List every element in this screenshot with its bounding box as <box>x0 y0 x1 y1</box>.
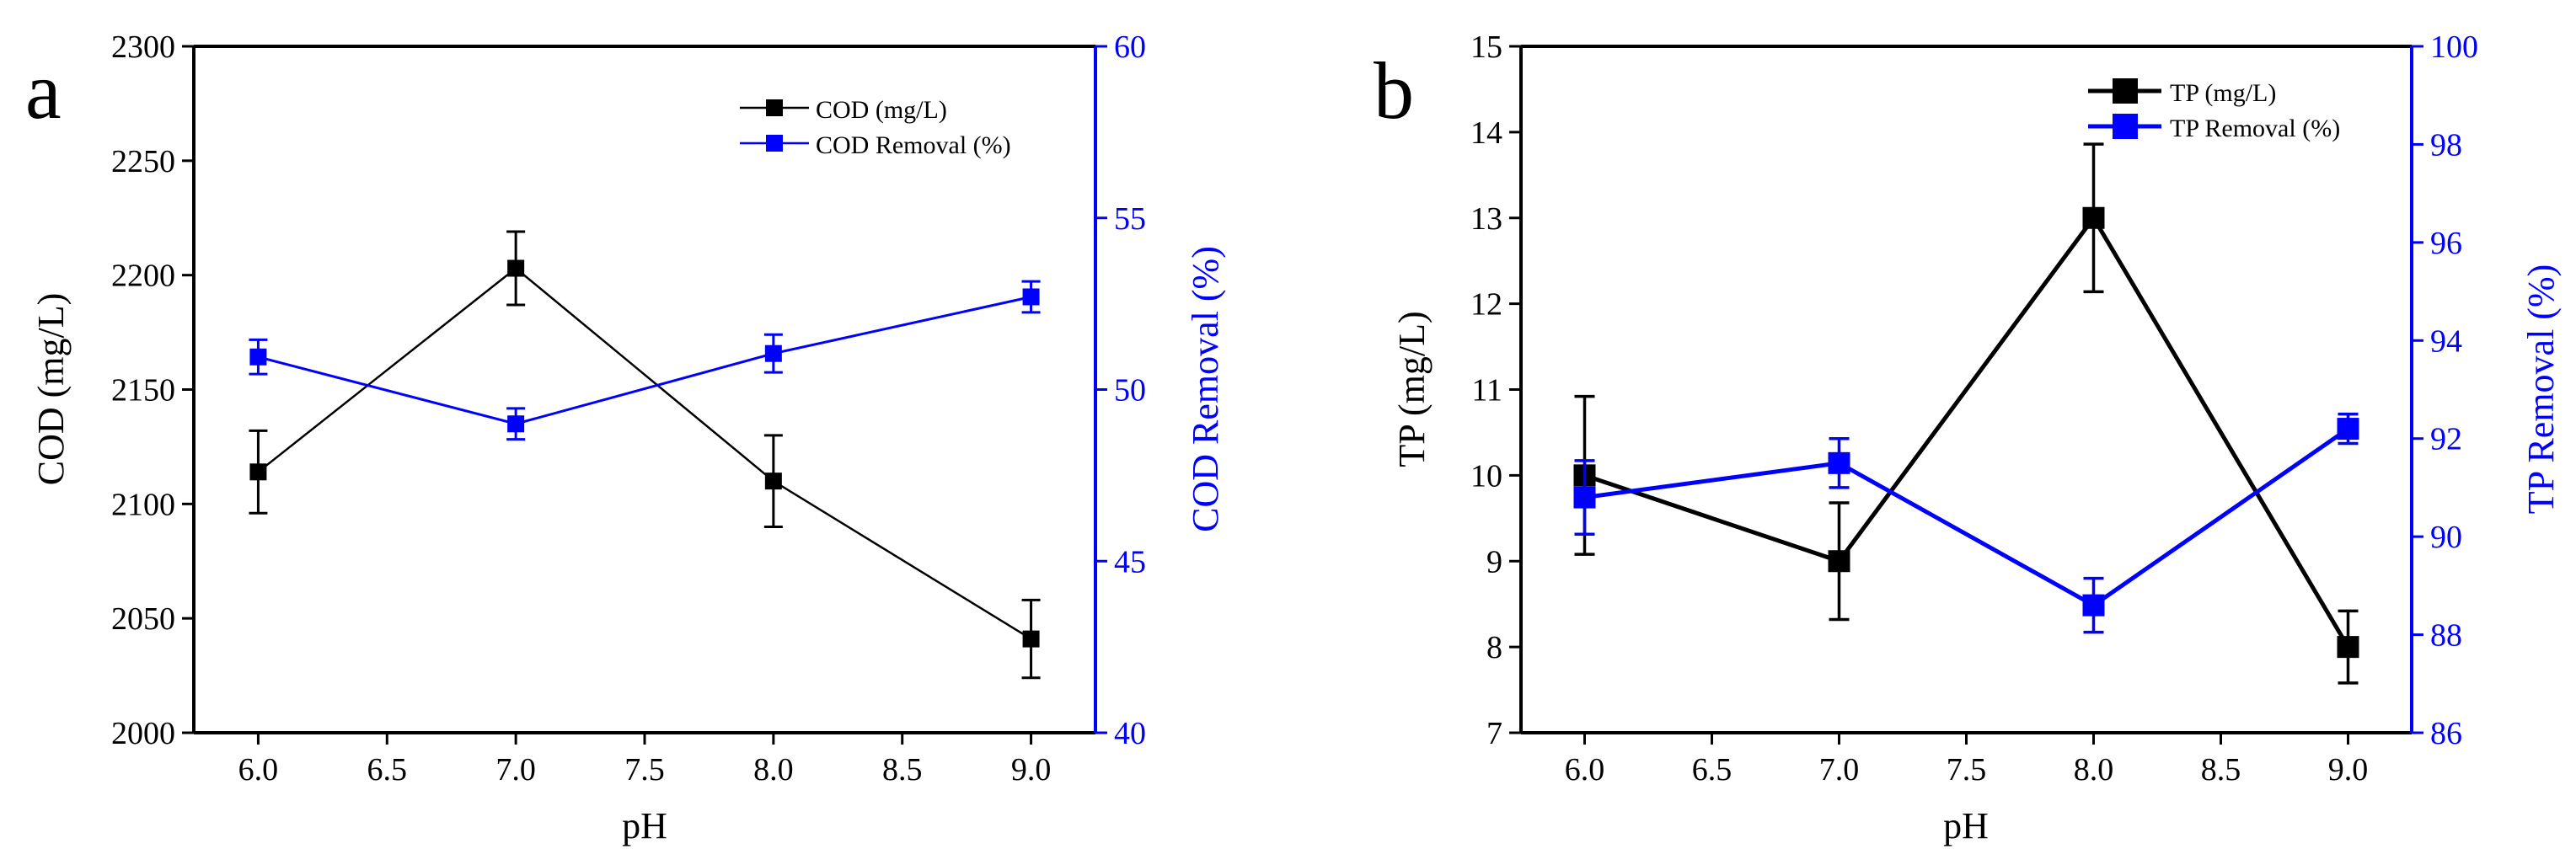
panel-b-series-primary-point <box>2337 636 2359 659</box>
panel-a-x-axis-label: pH <box>622 805 667 846</box>
panel-b-y-left-tick-label: 7 <box>1486 716 1502 751</box>
panel-b-series-removal-line <box>1584 427 2349 608</box>
panel-a-label: a <box>25 45 62 136</box>
panel-b-y-right-tick-label: 92 <box>2430 422 2462 457</box>
panel-b-y-right-label: TP Removal (%) <box>2520 264 2562 515</box>
panel-b-y-right-tick-label: 98 <box>2430 127 2462 163</box>
panel-b-series-primary-line <box>1583 214 2350 649</box>
panel-a-y-right-tick-label: 45 <box>1114 544 1146 579</box>
panel-b-legend: TP (mg/L) TP Removal (%) <box>2088 78 2340 142</box>
panel-a-x-tick-label: 8.0 <box>753 752 794 788</box>
panel-b-y-left-tick-label: 10 <box>1470 458 1502 494</box>
panel-b-y-right-tick-label: 100 <box>2430 29 2478 65</box>
panel-b-label: b <box>1374 45 1414 136</box>
panel-a-x-tick-label: 9.0 <box>1011 752 1052 788</box>
panel-a-series-primary-point <box>764 473 782 490</box>
panel-b-series-primary-point <box>1828 550 1850 573</box>
panel-a-x-tick-label: 7.5 <box>624 752 665 788</box>
panel-a-x-tick-label: 6.5 <box>367 752 408 788</box>
panel-a-x-tick-label: 8.5 <box>882 752 923 788</box>
panel-b-x-tick-label: 8.5 <box>2201 752 2241 788</box>
panel-b-y-left-tick-label: 15 <box>1470 29 1502 65</box>
panel-b-series-removal-point <box>2337 418 2359 441</box>
panel-b-y-left-tick-label: 14 <box>1470 115 1502 151</box>
panel-b-y-right-tick-label: 88 <box>2430 618 2462 654</box>
panel-b-y-right-tick-label: 94 <box>2430 323 2462 359</box>
panel-a-y-left-label: COD (mg/L) <box>30 293 72 486</box>
panel-a-plot: 6.0 6.5 7.0 7.5 8.0 8.5 9.0 2000 2050 2100 2150 220… <box>111 29 1146 788</box>
panel-a-y-right-tick-label: 55 <box>1114 201 1146 237</box>
panel-b-y-left-tick-label: 11 <box>1471 373 1502 408</box>
panel-a-y-right-tick-label: 60 <box>1114 29 1146 65</box>
panel-b-x-axis-label: pH <box>1943 805 1989 846</box>
panel-b-x-tick-label: 7.5 <box>1947 752 1987 788</box>
panel-b-x-tick-label: 8.0 <box>2074 752 2114 788</box>
panel-b-x-tick-label: 6.5 <box>1692 752 1733 788</box>
panel-a-legend-cod-removal: COD Removal (%) <box>816 131 1011 159</box>
panel-a-legend: COD (mg/L) COD Removal (%) <box>740 96 1011 159</box>
panel-a-series-removal-line <box>258 296 1031 425</box>
panel-b-legend-tp: TP (mg/L) <box>2170 79 2276 107</box>
panel-b: b 6.0 6.5 7.0 7.5 8.0 8.5 9.0 7 8 9 10 11 12 13 14 15 86… <box>1374 29 2562 846</box>
panel-a-series-primary-point <box>249 463 267 481</box>
panel-a-y-left-tick-label: 2200 <box>111 259 175 294</box>
panel-b-y-left-tick-label: 8 <box>1486 630 1502 665</box>
panel-b-plot: 6.0 6.5 7.0 7.5 8.0 8.5 9.0 7 8 9 10 11 12 13 14 15 86 88… <box>1470 29 2478 788</box>
panel-a-series-removal-point <box>1022 288 1040 306</box>
panel-a-series-removal-point <box>764 344 782 362</box>
panel-b-series-removal-point <box>2082 594 2105 617</box>
panel-b-y-left-tick-label: 9 <box>1486 544 1502 579</box>
panel-a-y-left-tick-label: 2150 <box>111 373 175 408</box>
panel-b-y-right-tick-label: 96 <box>2430 226 2462 261</box>
panel-a-y-left-tick-label: 2100 <box>111 487 175 522</box>
panel-b-series-removal-point <box>1828 451 1850 474</box>
panel-b-legend-tp-removal: TP Removal (%) <box>2170 115 2340 142</box>
panel-a-y-right-tick-label: 40 <box>1114 716 1146 751</box>
panel-b-x-tick-label: 6.0 <box>1565 752 1605 788</box>
panel-b-y-left-tick-label: 13 <box>1470 201 1502 237</box>
panel-a-series-primary-point <box>507 259 525 277</box>
panel-a-series-primary-line <box>257 266 1032 640</box>
panel-a-y-right-label: COD Removal (%) <box>1185 246 1226 532</box>
panel-a-y-left-tick-label: 2050 <box>111 601 175 637</box>
panel-a-y-left-tick-label: 2250 <box>111 144 175 179</box>
panel-a-x-tick-label: 6.0 <box>238 752 279 788</box>
panel-b-x-tick-label: 9.0 <box>2328 752 2369 788</box>
panel-b-y-left-label: TP (mg/L) <box>1391 311 1433 467</box>
panel-a: a 6.0 6.5 7.0 7.5 8.0 8.5 9.0 2000 2050 2100 2150 2… <box>25 29 1226 846</box>
panel-b-y-right-tick-label: 86 <box>2430 716 2462 751</box>
panel-a-y-left-tick-label: 2300 <box>111 29 175 65</box>
panel-a-series-removal-point <box>507 415 525 433</box>
panel-b-y-right-tick-label: 90 <box>2430 520 2462 555</box>
panel-b-series-primary-point <box>2082 206 2105 229</box>
panel-b-x-tick-label: 7.0 <box>1819 752 1860 788</box>
panel-a-series-primary-point <box>1022 630 1040 648</box>
panel-b-series-removal-point <box>1573 486 1596 509</box>
panel-a-x-tick-label: 7.0 <box>495 752 536 788</box>
panel-b-y-left-tick-label: 12 <box>1470 287 1502 323</box>
panel-a-series-removal-point <box>249 348 267 366</box>
panel-a-legend-cod: COD (mg/L) <box>816 96 947 124</box>
panel-a-y-left-tick-label: 2000 <box>111 716 175 751</box>
panel-a-y-right-tick-label: 50 <box>1114 373 1146 408</box>
